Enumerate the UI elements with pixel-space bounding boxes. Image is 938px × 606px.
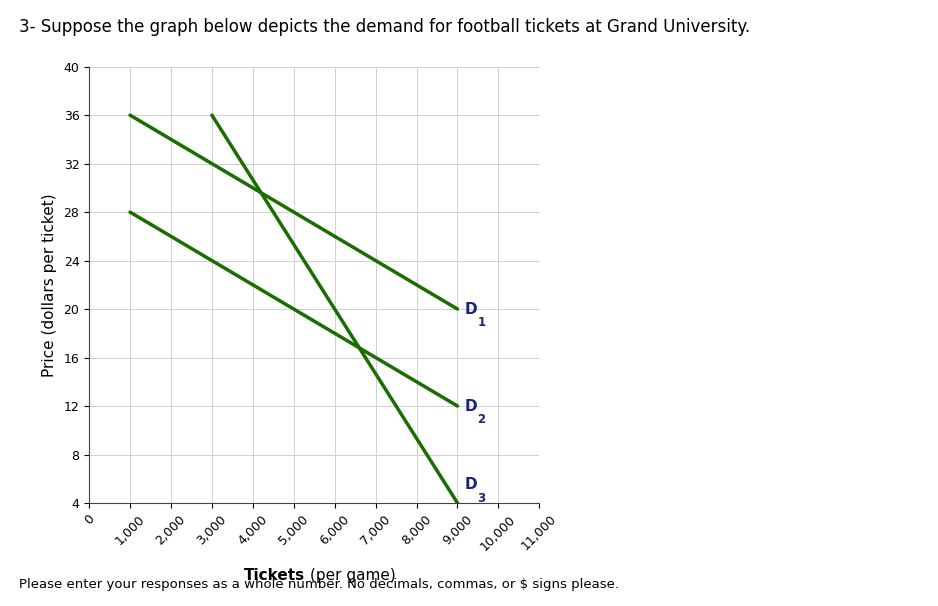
Text: (per game): (per game) — [310, 568, 395, 583]
Text: D: D — [464, 302, 477, 316]
Text: 3: 3 — [477, 491, 486, 505]
Text: Tickets: Tickets — [244, 568, 305, 583]
Text: 1: 1 — [477, 316, 486, 329]
Y-axis label: Price (dollars per ticket): Price (dollars per ticket) — [41, 193, 56, 377]
Text: D: D — [464, 478, 477, 492]
Text: 2: 2 — [477, 413, 486, 426]
Text: Please enter your responses as a whole number. No decimals, commas, or $ signs p: Please enter your responses as a whole n… — [19, 578, 619, 591]
Text: D: D — [464, 399, 477, 413]
Text: 3- Suppose the graph below depicts the demand for football tickets at Grand Univ: 3- Suppose the graph below depicts the d… — [19, 18, 749, 36]
